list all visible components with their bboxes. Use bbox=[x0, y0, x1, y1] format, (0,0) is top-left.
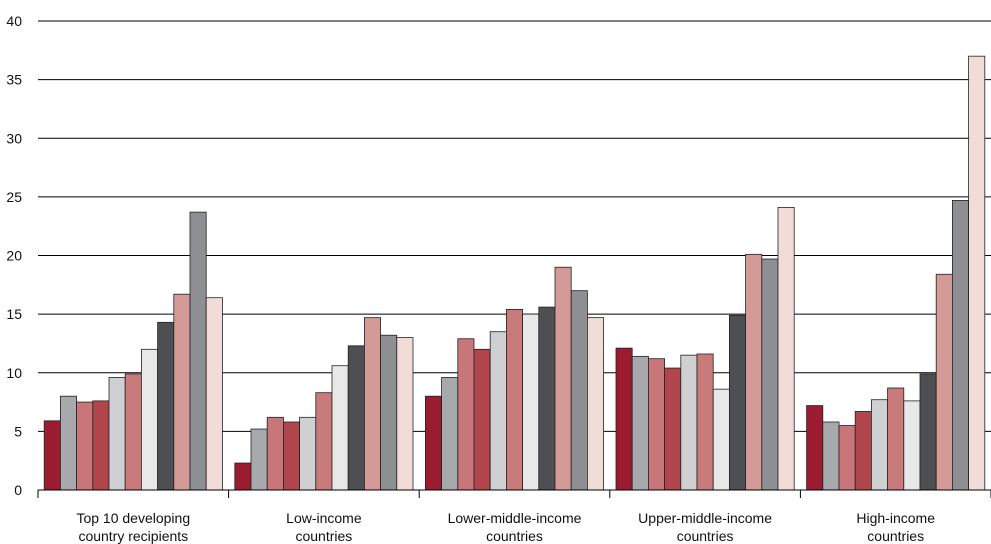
bar bbox=[680, 354, 698, 491]
bar bbox=[854, 411, 872, 491]
bar bbox=[441, 377, 459, 491]
bar bbox=[266, 416, 284, 491]
bar bbox=[712, 388, 730, 491]
bar bbox=[92, 400, 110, 491]
bar bbox=[538, 306, 556, 491]
bar bbox=[76, 401, 94, 491]
y-tick-label: 20 bbox=[6, 248, 22, 264]
bar bbox=[205, 297, 223, 491]
bar bbox=[968, 55, 986, 491]
bar bbox=[587, 317, 605, 491]
bar bbox=[838, 425, 856, 491]
bar bbox=[282, 421, 300, 491]
bar bbox=[505, 309, 523, 491]
bar bbox=[173, 293, 191, 491]
bar bbox=[745, 253, 763, 491]
y-tick-label: 30 bbox=[6, 130, 22, 146]
x-axis bbox=[37, 489, 991, 498]
bar bbox=[250, 428, 268, 491]
bar bbox=[554, 266, 572, 491]
x-category-label: Top 10 developing bbox=[76, 510, 190, 526]
y-tick-label: 10 bbox=[6, 365, 22, 381]
bar bbox=[473, 348, 491, 491]
bar bbox=[761, 258, 779, 491]
bar bbox=[457, 338, 475, 491]
bar bbox=[347, 345, 365, 491]
bar bbox=[806, 405, 824, 491]
x-category-label: countries bbox=[677, 528, 734, 544]
bar bbox=[331, 365, 349, 491]
bar bbox=[489, 331, 507, 491]
bar bbox=[60, 395, 78, 491]
x-category-label: country recipients bbox=[78, 528, 188, 544]
bar bbox=[696, 353, 714, 491]
x-category-label: countries bbox=[295, 528, 352, 544]
bar bbox=[631, 355, 649, 491]
x-category-label: countries bbox=[486, 528, 543, 544]
y-tick-label: 5 bbox=[14, 423, 22, 439]
x-category-label: High-income bbox=[856, 510, 935, 526]
y-tick-label: 25 bbox=[6, 189, 22, 205]
bar bbox=[380, 334, 398, 491]
bar bbox=[299, 416, 317, 491]
x-axis-category-labels: Top 10 developing country recipients Low-i… bbox=[76, 510, 935, 544]
bar bbox=[43, 420, 61, 491]
bar bbox=[315, 392, 333, 491]
bar bbox=[189, 211, 207, 491]
x-category-label: countries bbox=[867, 528, 924, 544]
y-axis-tick-labels: 0 5 10 15 20 25 30 35 40 bbox=[6, 13, 22, 498]
bar bbox=[108, 377, 126, 491]
bar bbox=[871, 399, 889, 491]
bar bbox=[424, 395, 442, 491]
bar bbox=[124, 373, 142, 491]
bar bbox=[363, 317, 381, 491]
y-tick-label: 35 bbox=[6, 72, 22, 88]
x-category-label: Low-income bbox=[286, 510, 362, 526]
bar bbox=[935, 273, 953, 491]
x-category-label: Lower-middle-income bbox=[448, 510, 582, 526]
bar bbox=[648, 358, 666, 491]
bar bbox=[140, 348, 158, 491]
bar bbox=[822, 421, 840, 491]
x-category-label: Upper-middle-income bbox=[638, 510, 772, 526]
bar bbox=[615, 347, 633, 491]
bar bbox=[952, 199, 970, 491]
bar bbox=[664, 367, 682, 491]
bar bbox=[903, 400, 921, 491]
y-tick-label: 15 bbox=[6, 306, 22, 322]
bars bbox=[43, 55, 986, 491]
bar bbox=[157, 321, 175, 491]
y-tick-label: 0 bbox=[14, 482, 22, 498]
bar bbox=[729, 314, 747, 491]
bar bbox=[570, 290, 588, 491]
bar bbox=[887, 387, 905, 491]
bar bbox=[522, 313, 540, 491]
bar bbox=[919, 373, 937, 491]
bar bbox=[777, 207, 795, 491]
y-tick-label: 40 bbox=[6, 13, 22, 29]
bar bbox=[234, 462, 252, 491]
bar bbox=[396, 337, 414, 491]
